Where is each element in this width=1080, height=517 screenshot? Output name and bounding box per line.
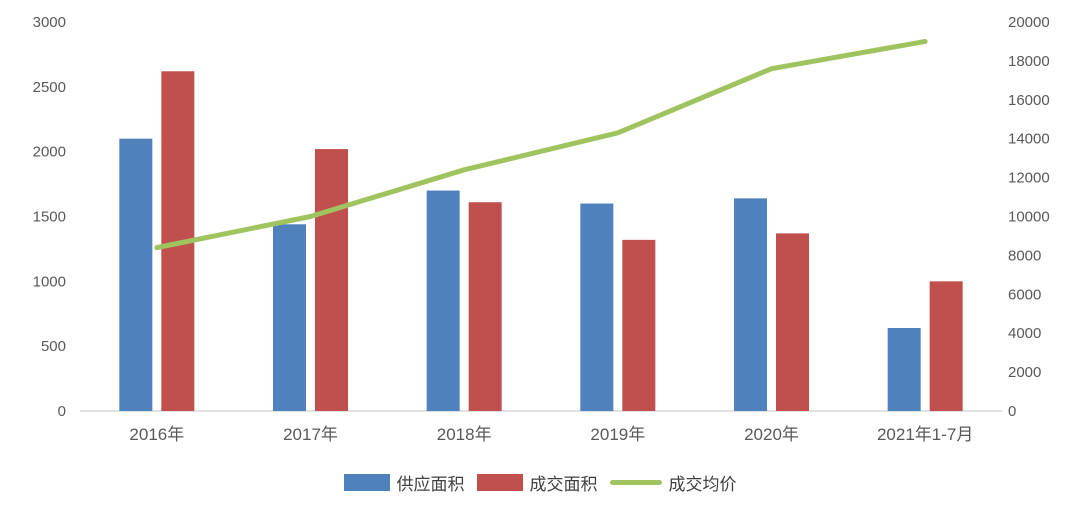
legend-swatch-average-price (609, 480, 662, 485)
bar-supply-2016年 (119, 138, 153, 411)
x-axis-category-label: 2021年1-7月 (877, 425, 973, 444)
right-axis-tick-label: 4000 (1008, 325, 1041, 342)
right-axis-tick-label: 12000 (1008, 170, 1050, 187)
x-axis-category-label: 2020年 (744, 425, 799, 444)
legend-label-average-price: 成交均价 (668, 475, 737, 494)
right-axis-tick-label: 8000 (1008, 247, 1041, 264)
legend-swatch-transaction-area (476, 474, 523, 491)
x-axis-category-label: 2018年 (437, 425, 492, 444)
bar-supply-2021年1-7月 (887, 328, 921, 411)
left-axis-tick-label: 1000 (33, 273, 66, 290)
x-axis-category-label: 2016年 (129, 425, 184, 444)
bar-transaction-2021年1-7月 (929, 281, 963, 411)
left-axis-tick-label: 2500 (33, 79, 66, 96)
legend-item-supply-area: 供应面积 (343, 470, 465, 495)
bar-supply-2019年 (580, 203, 614, 411)
left-axis-tick-label: 0 (58, 403, 66, 420)
right-axis-tick-label: 10000 (1008, 209, 1050, 226)
right-axis-tick-label: 16000 (1008, 92, 1050, 109)
left-axis-tick-label: 3000 (33, 14, 66, 31)
left-axis-tick-label: 1500 (33, 209, 66, 226)
left-axis-tick-label: 500 (41, 338, 66, 355)
right-axis-tick-label: 14000 (1008, 131, 1050, 148)
chart-legend: 供应面积 成交面积 成交均价 (0, 470, 1080, 495)
right-axis-tick-label: 0 (1008, 403, 1016, 420)
x-axis-category-label: 2017年 (283, 425, 338, 444)
bar-supply-2017年 (273, 224, 306, 411)
legend-item-transaction-area: 成交面积 (476, 470, 598, 495)
legend-label-supply-area: 供应面积 (396, 475, 465, 494)
legend-label-transaction-area: 成交面积 (529, 475, 598, 494)
x-axis-category-label: 2019年 (590, 425, 645, 444)
left-axis-tick-label: 2000 (33, 144, 66, 161)
right-axis-tick-label: 18000 (1008, 53, 1050, 70)
bar-supply-2020年 (734, 198, 767, 411)
legend-item-average-price: 成交均价 (609, 470, 737, 495)
right-axis-tick-label: 20000 (1008, 14, 1050, 31)
right-axis-tick-label: 6000 (1008, 286, 1041, 303)
bar-transaction-2019年 (622, 239, 656, 411)
legend-swatch-supply-area (343, 474, 390, 491)
bar-transaction-2017年 (315, 149, 348, 411)
right-axis-tick-label: 2000 (1008, 364, 1041, 381)
average-price-line (154, 38, 928, 251)
bar-transaction-2018年 (468, 202, 502, 411)
bar-supply-2018年 (426, 190, 460, 411)
bar-transaction-2020年 (776, 233, 809, 411)
